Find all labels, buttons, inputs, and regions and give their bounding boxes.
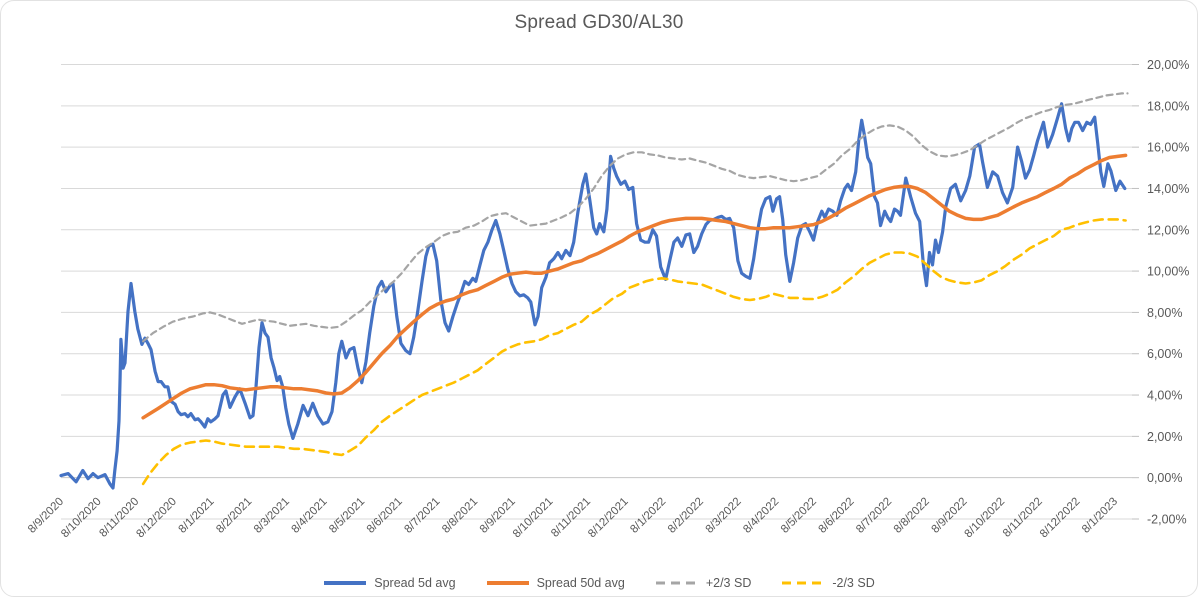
legend-line-sample-gray-dashed: [655, 581, 698, 585]
x-axis-tick-label: 8/5/2022: [779, 496, 819, 536]
x-axis-tick-label: 8/7/2021: [402, 496, 442, 536]
y-axis-tick-label: 0,00%: [1147, 471, 1182, 485]
y-axis-tick-label: 18,00%: [1147, 99, 1189, 113]
y-axis-tick-label: 20,00%: [1147, 58, 1189, 72]
legend-line-sample-yellow-dashed: [782, 581, 825, 585]
x-axis-tick-label: 8/10/2020: [59, 496, 104, 541]
legend-label: +2/3 SD: [705, 576, 752, 590]
x-axis-tick-label: 8/12/2021: [586, 496, 631, 541]
gridlines: [61, 64, 1132, 520]
x-axis-tick-label: 8/3/2021: [252, 496, 292, 536]
legend-item-minus-2-3-sd: -2/3 SD: [781, 576, 875, 590]
x-axis-tick-label: 8/4/2021: [289, 496, 329, 536]
x-axis-tick-label: 8/10/2021: [511, 496, 556, 541]
x-axis-tick-label: 8/12/2022: [1038, 496, 1083, 541]
x-axis: 8/9/20208/10/20208/11/20208/12/20208/1/2…: [26, 496, 1120, 541]
y-axis-tick-label: -2,00%: [1147, 513, 1187, 527]
y-axis-tick-label: 2,00%: [1147, 430, 1182, 444]
x-axis-tick-label: 8/8/2021: [440, 496, 480, 536]
y-axis-tick-label: 4,00%: [1147, 389, 1182, 403]
x-axis-tick-label: 8/1/2022: [628, 496, 668, 536]
x-axis-tick-label: 8/2/2022: [666, 496, 706, 536]
legend-label: -2/3 SD: [832, 576, 875, 590]
x-axis-tick-label: 8/1/2023: [1080, 496, 1120, 536]
x-axis-tick-label: 8/5/2021: [327, 496, 367, 536]
legend-line-sample-orange: [486, 581, 529, 585]
legend-line-sample-blue: [324, 581, 367, 585]
chart-legend: Spread 5d avg Spread 50d avg +2/3 SD -2/…: [1, 576, 1197, 590]
x-axis-tick-label: 8/10/2022: [963, 496, 1008, 541]
x-axis-tick-label: 8/1/2021: [177, 496, 217, 536]
x-axis-tick-label: 8/4/2022: [741, 496, 781, 536]
legend-item-spread-50d-avg: Spread 50d avg: [486, 576, 625, 590]
x-axis-tick-label: 8/2/2021: [214, 496, 254, 536]
x-axis-tick-label: 8/3/2022: [704, 496, 744, 536]
legend-item-spread-5d-avg: Spread 5d avg: [323, 576, 456, 590]
legend-label: Spread 50d avg: [536, 576, 625, 590]
y-axis-tick-label: 10,00%: [1147, 265, 1189, 279]
y-axis-tick-label: 6,00%: [1147, 347, 1182, 361]
y-axis: 20,00% 18,00% 16,00% 14,00% 12,00% 10,00% 8,00…: [1132, 58, 1189, 527]
y-axis-tick-label: 12,00%: [1147, 223, 1189, 237]
x-axis-tick-label: 8/8/2022: [892, 496, 932, 536]
series-line-minus-2-3-sd: [141, 218, 1127, 486]
x-axis-tick-label: 8/6/2021: [365, 496, 405, 536]
series-lines: [59, 92, 1129, 490]
chart-title: Spread GD30/AL30: [514, 12, 684, 33]
x-axis-tick-label: 8/12/2020: [134, 496, 179, 541]
x-axis-tick-label: 8/7/2022: [854, 496, 894, 536]
y-axis-tick-label: 8,00%: [1147, 306, 1182, 320]
series-line-plus-2-3-sd: [142, 92, 1129, 343]
legend-label: Spread 5d avg: [374, 576, 456, 590]
series-line-spread-5d-avg: [59, 102, 1127, 490]
x-axis-tick-label: 8/6/2022: [817, 496, 857, 536]
y-axis-tick-label: 16,00%: [1147, 141, 1189, 155]
legend-item-plus-2-3-sd: +2/3 SD: [655, 576, 752, 590]
y-axis-tick-label: 14,00%: [1147, 182, 1189, 196]
series-line-spread-50d-avg: [141, 153, 1128, 420]
